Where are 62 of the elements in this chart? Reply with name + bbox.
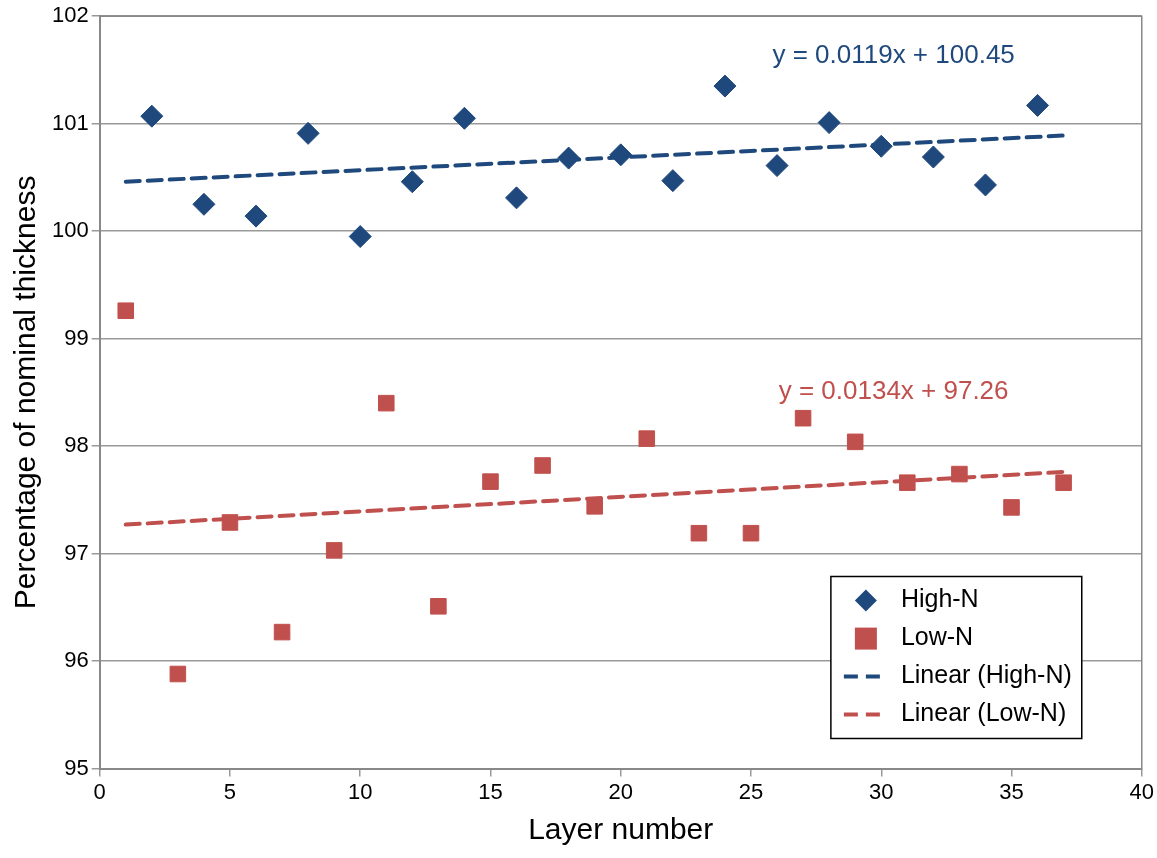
legend-label: Linear (Low-N) bbox=[900, 698, 1067, 727]
point bbox=[951, 465, 968, 483]
x-tick-label: 35 bbox=[999, 778, 1024, 804]
legend-label: Low-N bbox=[900, 622, 974, 651]
point bbox=[638, 430, 656, 447]
x-tick-label: 0 bbox=[93, 778, 106, 804]
point bbox=[273, 623, 291, 641]
point bbox=[742, 524, 760, 542]
point bbox=[661, 169, 685, 193]
x-tick-label: 5 bbox=[223, 778, 237, 804]
y-tick-label: 95 bbox=[64, 754, 89, 780]
point bbox=[482, 473, 499, 490]
point bbox=[846, 433, 864, 451]
point bbox=[169, 665, 187, 683]
point bbox=[400, 170, 424, 194]
point bbox=[534, 457, 551, 474]
point bbox=[557, 146, 581, 170]
annotation: y = 0.0134x + 97.26 bbox=[778, 375, 1009, 406]
x-tick-label: 25 bbox=[738, 778, 764, 804]
y-tick-label: 96 bbox=[64, 647, 89, 673]
point bbox=[817, 111, 841, 135]
x-tick-label: 20 bbox=[608, 778, 633, 804]
point bbox=[325, 542, 343, 559]
point bbox=[921, 145, 945, 169]
annotation: y = 0.0119x + 100.45 bbox=[772, 38, 1015, 69]
point bbox=[140, 104, 164, 128]
point bbox=[192, 192, 216, 216]
point bbox=[452, 106, 476, 130]
point bbox=[765, 154, 789, 178]
point bbox=[690, 524, 708, 542]
y-tick-label: 97 bbox=[64, 539, 89, 565]
y-tick-label: 99 bbox=[64, 324, 89, 350]
point bbox=[117, 302, 135, 319]
x-tick-label: 40 bbox=[1129, 778, 1155, 804]
point bbox=[430, 598, 447, 615]
point bbox=[973, 173, 997, 197]
y-tick-label: 102 bbox=[51, 2, 89, 28]
point bbox=[296, 121, 320, 145]
legend-label: High-N bbox=[900, 584, 979, 613]
point bbox=[713, 74, 737, 98]
point bbox=[221, 514, 239, 531]
point bbox=[377, 394, 395, 412]
point bbox=[505, 186, 529, 210]
y-tick-label: 100 bbox=[51, 217, 89, 243]
legend-label: Linear (High-N) bbox=[900, 660, 1072, 689]
y-tick-label: 98 bbox=[64, 432, 89, 458]
point bbox=[348, 225, 372, 249]
point bbox=[1026, 93, 1050, 117]
point bbox=[586, 498, 603, 515]
x-tick-label: 15 bbox=[478, 778, 503, 804]
x-axis-title: Layer number bbox=[528, 812, 714, 846]
x-tick-label: 30 bbox=[869, 778, 894, 804]
point bbox=[869, 134, 893, 158]
point bbox=[899, 474, 916, 491]
point bbox=[1003, 499, 1020, 516]
point bbox=[609, 143, 633, 167]
point bbox=[794, 409, 812, 427]
x-tick-label: 10 bbox=[347, 778, 373, 804]
point bbox=[244, 204, 268, 228]
y-tick-label: 101 bbox=[51, 109, 89, 135]
point bbox=[1055, 474, 1072, 491]
y-axis-title: Percentage of nominal thickness bbox=[8, 175, 42, 610]
